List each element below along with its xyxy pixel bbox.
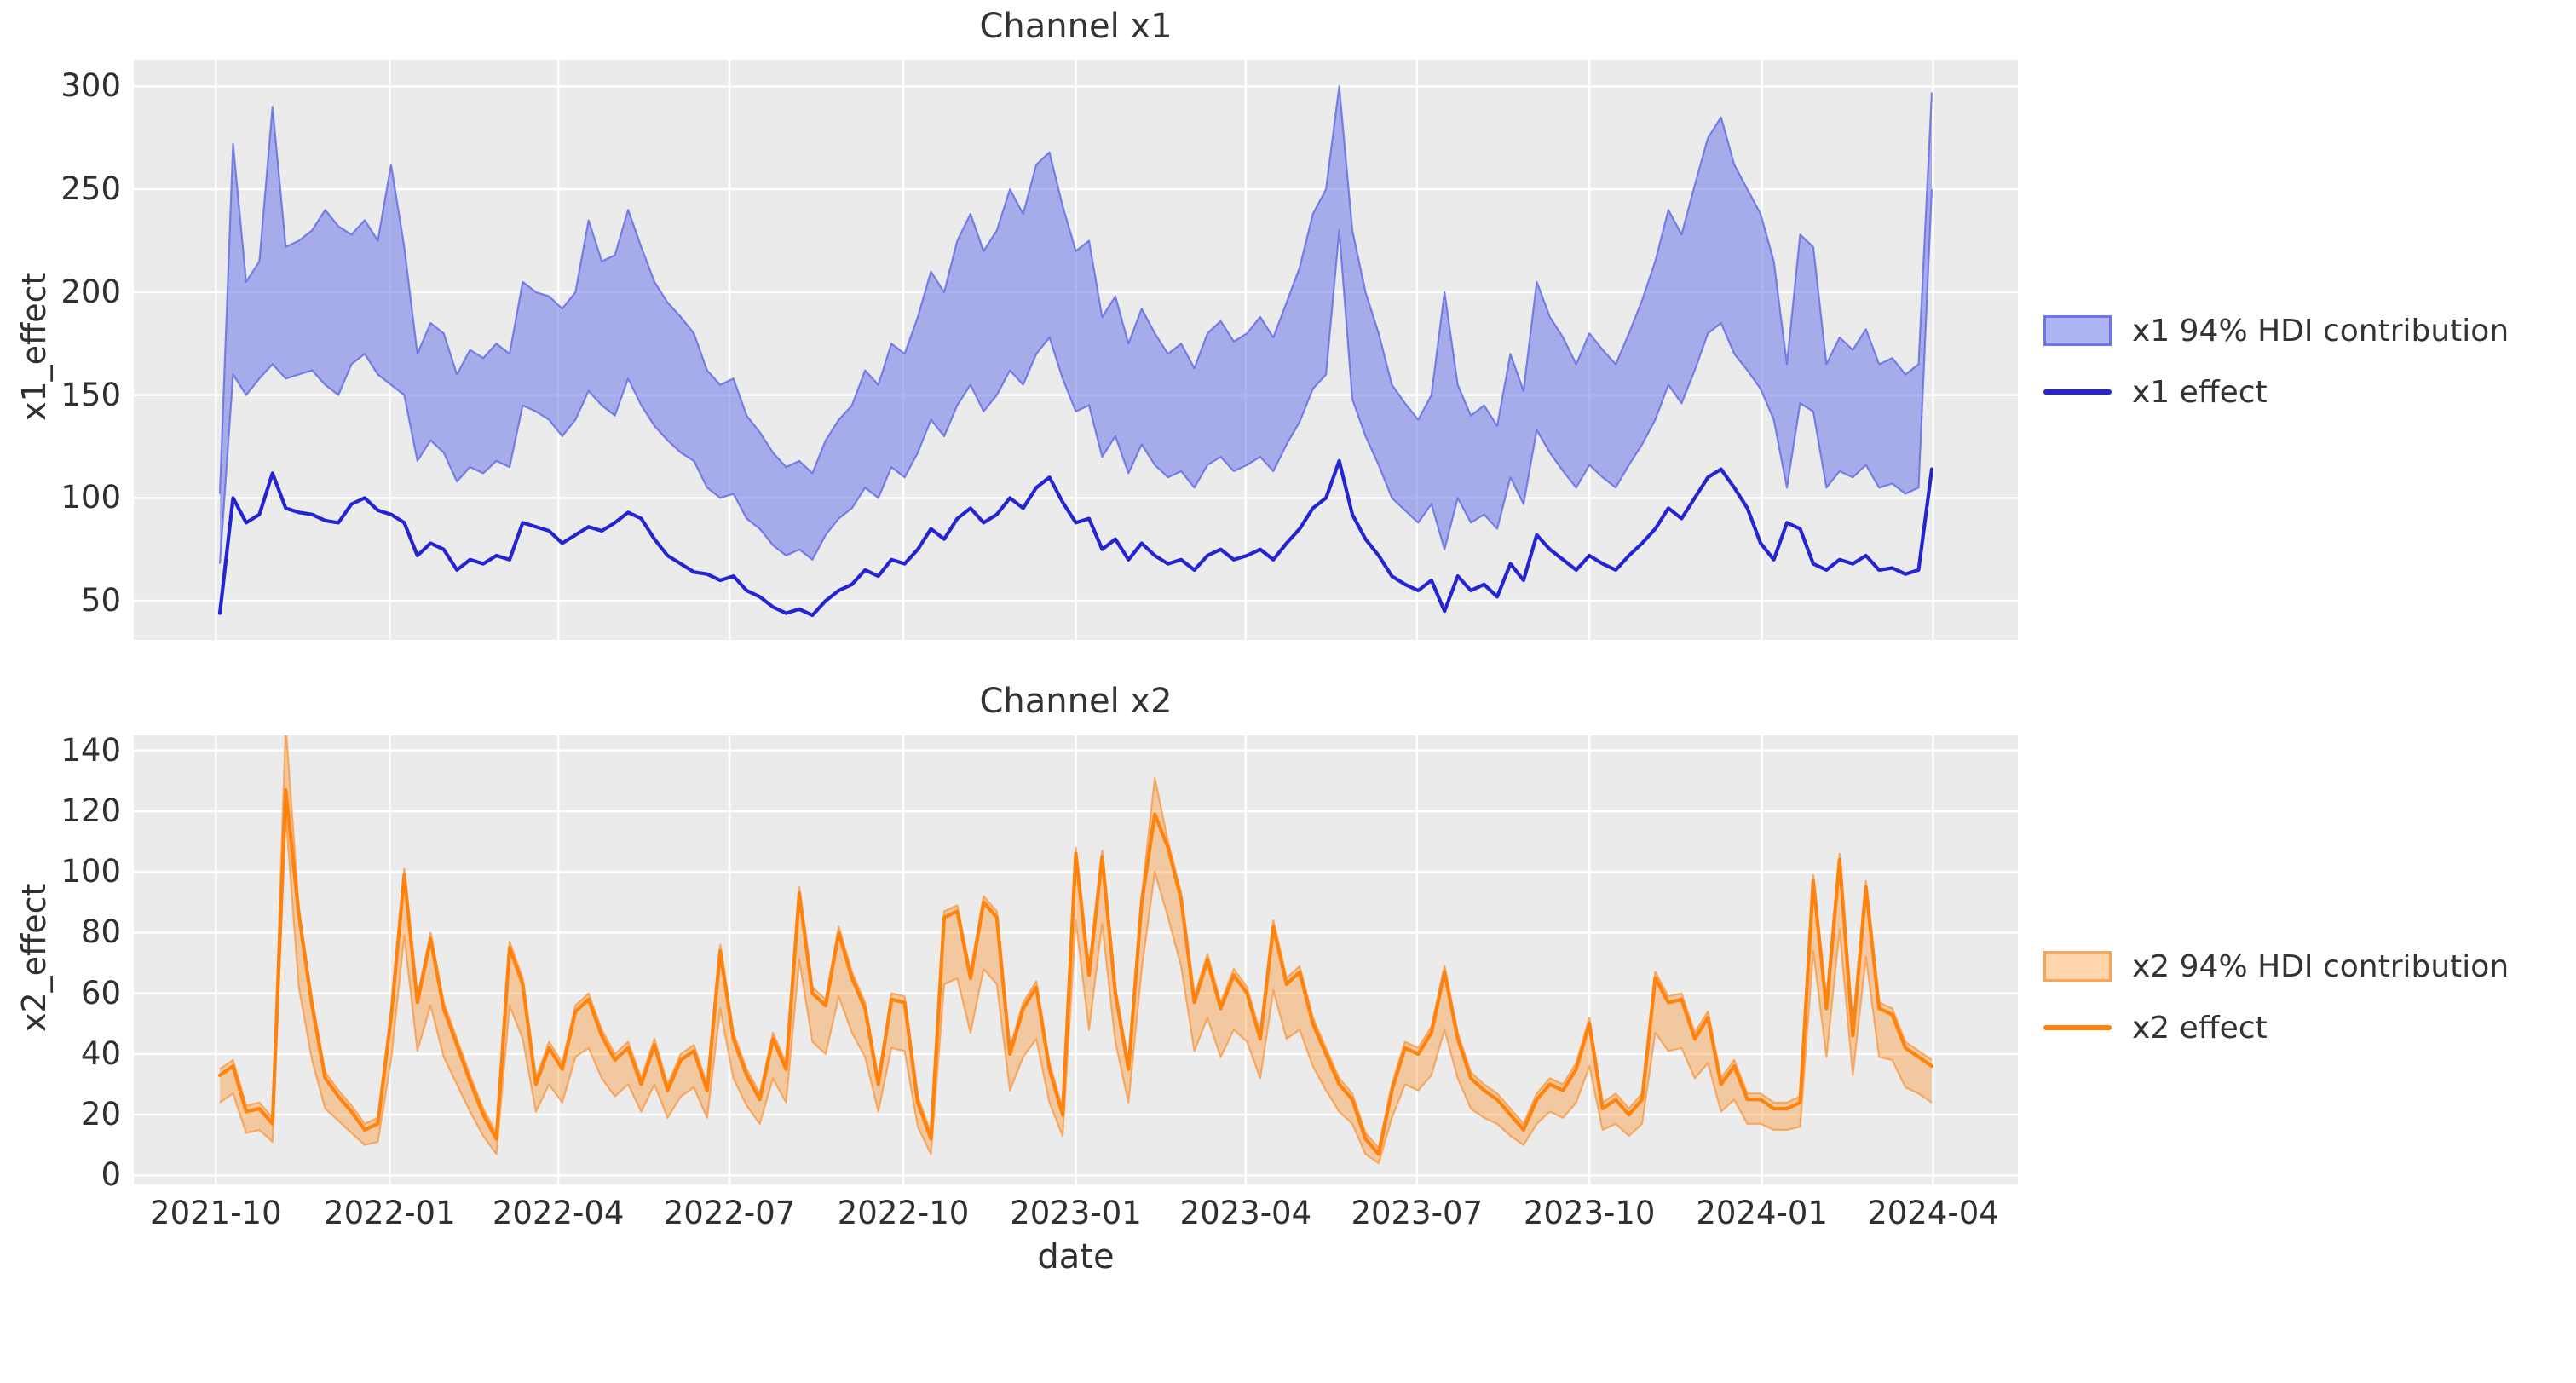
y-tick-label: 20 xyxy=(80,1096,121,1133)
x-tick-label: 2022-10 xyxy=(837,1195,970,1231)
line-swatch xyxy=(2043,389,2112,395)
chart1-legend: x1 94% HDI contribution x1 effect xyxy=(2043,300,2509,423)
x-tick-label: 2022-01 xyxy=(324,1195,456,1231)
legend-row: x2 94% HDI contribution xyxy=(2043,936,2509,997)
y-tick-label: 50 xyxy=(80,582,121,619)
legend-label: x1 effect xyxy=(2132,374,2268,410)
y-tick-label: 140 xyxy=(61,731,121,769)
x-axis-label: date xyxy=(1037,1237,1115,1276)
chart1-title: Channel x1 xyxy=(979,7,1173,46)
effect-line xyxy=(217,458,1934,618)
chart-svg xyxy=(134,60,2018,640)
y-tick-label: 100 xyxy=(61,853,121,890)
x-tick-label: 2023-07 xyxy=(1351,1195,1484,1231)
x-tick-label: 2022-07 xyxy=(663,1195,796,1231)
line-swatch xyxy=(2043,1025,2112,1030)
y-tick-label: 60 xyxy=(80,974,121,1011)
chart2-legend: x2 94% HDI contribution x2 effect xyxy=(2043,936,2509,1058)
y-tick-label: 200 xyxy=(61,273,121,310)
y-tick-label: 120 xyxy=(61,792,121,830)
y-tick-label: 250 xyxy=(61,170,121,208)
y-tick-label: 150 xyxy=(61,376,121,413)
legend-row: x1 effect xyxy=(2043,361,2509,423)
x-tick-label: 2024-04 xyxy=(1867,1195,1999,1231)
x-tick-label: 2023-01 xyxy=(1010,1195,1142,1231)
chart2-plot-area xyxy=(134,735,2018,1184)
chart1-plot-area xyxy=(134,60,2018,640)
x-tick-label: 2021-10 xyxy=(150,1195,282,1231)
legend-row: x2 effect xyxy=(2043,997,2509,1058)
hdi-band-edge xyxy=(218,189,1933,564)
y-tick-label: 80 xyxy=(80,913,121,951)
y-tick-label: 100 xyxy=(61,479,121,516)
y-tick-label: 0 xyxy=(101,1156,121,1194)
hdi-band-edge xyxy=(218,85,1933,494)
x-tick-label: 2024-01 xyxy=(1696,1195,1828,1231)
legend-row: x1 94% HDI contribution xyxy=(2043,300,2509,361)
hdi-band-swatch xyxy=(2043,315,2112,346)
legend-label: x2 effect xyxy=(2132,1010,2268,1046)
y-tick-label: 40 xyxy=(80,1034,121,1072)
legend-label: x2 94% HDI contribution xyxy=(2132,948,2510,984)
x-tick-label: 2022-04 xyxy=(492,1195,625,1231)
x-tick-label: 2023-10 xyxy=(1523,1195,1656,1231)
hdi-band-area xyxy=(220,735,1932,1164)
legend-label: x1 94% HDI contribution xyxy=(2132,313,2510,349)
hdi-band-area xyxy=(220,86,1932,564)
chart2-title: Channel x2 xyxy=(979,682,1173,721)
y-tick-label: 300 xyxy=(61,67,121,105)
chart-svg xyxy=(134,735,2018,1184)
hdi-band-edge xyxy=(219,813,1933,1165)
x-tick-label: 2023-04 xyxy=(1179,1195,1312,1231)
effect-line xyxy=(217,788,1934,1156)
hdi-band-swatch xyxy=(2043,951,2112,982)
